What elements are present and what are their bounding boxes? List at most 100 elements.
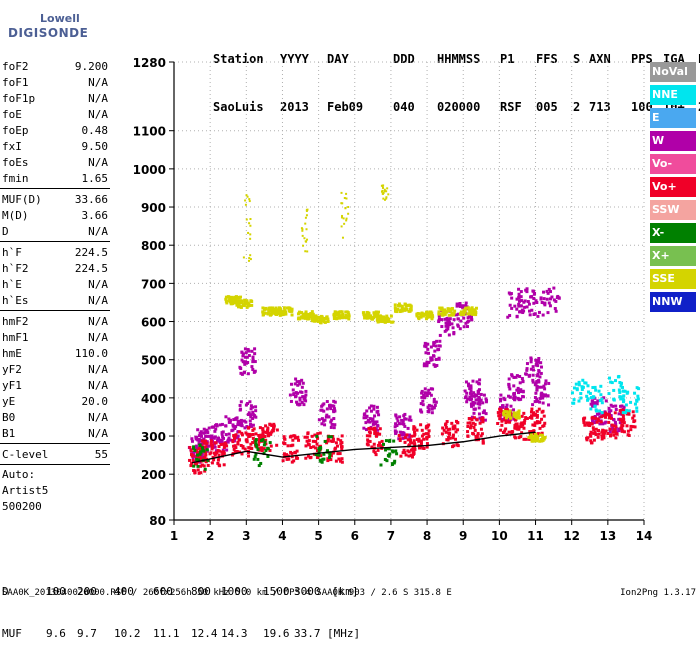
data-point xyxy=(531,365,535,369)
auto-line3: 500200 xyxy=(2,500,42,513)
data-point xyxy=(447,432,451,436)
data-point xyxy=(323,423,327,427)
param-row: foE N/A xyxy=(0,106,112,122)
data-point xyxy=(336,452,340,456)
data-point xyxy=(261,447,265,451)
data-point xyxy=(524,437,528,441)
param-value: N/A xyxy=(88,108,108,121)
data-point xyxy=(512,392,516,396)
x-tick-label: 13 xyxy=(599,529,616,543)
data-point xyxy=(398,304,402,308)
param-row: h`F 224.5 xyxy=(0,244,112,260)
data-point xyxy=(236,420,240,424)
data-point xyxy=(519,397,523,401)
data-point xyxy=(268,422,272,426)
data-point xyxy=(269,309,273,313)
data-point xyxy=(554,309,558,313)
data-point xyxy=(247,259,250,262)
data-point xyxy=(298,379,302,383)
data-point xyxy=(478,378,482,382)
data-point xyxy=(420,395,424,399)
data-point xyxy=(238,305,242,309)
data-point xyxy=(285,453,289,457)
x-tick-label: 12 xyxy=(563,529,580,543)
data-point xyxy=(236,442,240,446)
data-point xyxy=(474,394,478,398)
data-point xyxy=(430,407,434,411)
data-point xyxy=(538,400,542,404)
data-point xyxy=(507,414,511,418)
muf-value: 33.7 xyxy=(294,627,321,640)
data-point xyxy=(393,306,397,310)
data-point xyxy=(251,360,255,364)
data-point xyxy=(463,304,467,308)
data-point xyxy=(301,229,304,232)
data-point xyxy=(385,447,389,451)
data-point xyxy=(372,442,376,446)
data-point xyxy=(337,316,341,320)
data-point xyxy=(621,411,625,415)
data-point xyxy=(214,423,218,427)
data-point xyxy=(633,391,637,395)
data-point xyxy=(249,254,252,257)
data-point xyxy=(471,421,475,425)
data-point xyxy=(305,435,309,439)
data-point xyxy=(246,360,250,364)
data-point xyxy=(425,391,429,395)
data-point xyxy=(218,423,222,427)
data-point xyxy=(410,434,414,438)
data-point xyxy=(322,452,326,456)
data-point xyxy=(189,464,193,468)
data-point xyxy=(612,433,616,437)
data-point xyxy=(304,314,308,318)
data-point xyxy=(259,461,263,465)
data-point xyxy=(289,435,293,439)
data-point xyxy=(257,464,261,468)
data-point xyxy=(396,419,400,423)
param-label: MUF(D) xyxy=(2,193,42,206)
x-tick-label: 3 xyxy=(242,529,250,543)
data-point xyxy=(282,306,286,310)
data-point xyxy=(592,438,596,442)
data-point xyxy=(525,287,529,291)
data-point xyxy=(234,416,238,420)
data-point xyxy=(341,214,344,217)
data-point xyxy=(251,441,255,445)
data-point xyxy=(626,390,630,394)
data-point xyxy=(301,381,305,385)
data-point xyxy=(303,395,307,399)
data-point xyxy=(599,384,603,388)
data-point xyxy=(216,461,220,465)
data-point xyxy=(365,434,369,438)
data-point xyxy=(443,312,447,316)
data-point xyxy=(451,313,455,317)
data-point xyxy=(437,320,441,324)
data-point xyxy=(432,343,436,347)
data-point xyxy=(250,405,254,409)
data-point xyxy=(305,228,308,231)
data-point xyxy=(243,447,247,451)
data-point xyxy=(198,446,202,450)
data-point xyxy=(552,286,556,290)
data-point xyxy=(504,405,508,409)
data-point xyxy=(475,418,479,422)
data-point xyxy=(249,442,253,446)
data-point xyxy=(627,433,631,437)
data-point xyxy=(197,471,201,475)
data-point xyxy=(417,437,421,441)
data-point xyxy=(421,403,425,407)
data-point xyxy=(234,433,238,437)
data-point xyxy=(468,395,472,399)
param-label: D xyxy=(2,225,9,238)
data-point xyxy=(517,292,521,296)
data-point xyxy=(215,424,219,428)
data-point xyxy=(633,419,637,423)
y-tick-label: 500 xyxy=(141,354,166,368)
data-point xyxy=(288,393,292,397)
param-row: h`Es N/A xyxy=(0,292,112,308)
data-point xyxy=(242,256,245,259)
data-point xyxy=(523,418,527,422)
legend-item: SSW xyxy=(650,200,696,220)
data-point xyxy=(617,429,621,433)
data-point xyxy=(619,397,623,401)
